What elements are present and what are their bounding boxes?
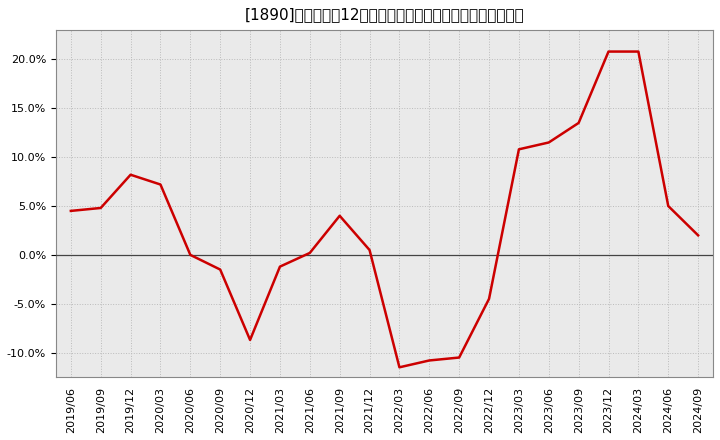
- Title: [1890]　売上高の12か月移動合計の対前年同期増減率の推移: [1890] 売上高の12か月移動合計の対前年同期増減率の推移: [245, 7, 524, 22]
